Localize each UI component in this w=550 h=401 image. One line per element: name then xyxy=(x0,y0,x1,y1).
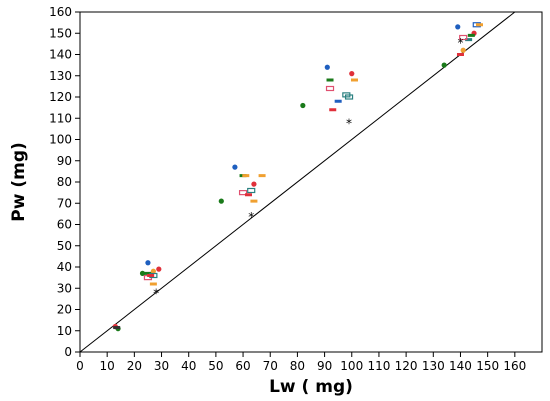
y-tick-label: 80 xyxy=(57,175,72,189)
data-point-star: * xyxy=(346,117,352,131)
data-point xyxy=(459,34,468,41)
y-tick-label: 110 xyxy=(49,111,72,125)
x-tick-label: 100 xyxy=(340,359,363,373)
data-point xyxy=(300,102,306,109)
data-point-star: * xyxy=(457,36,463,50)
x-tick-label: 160 xyxy=(503,359,526,373)
data-point xyxy=(460,47,466,53)
data-point xyxy=(149,282,157,286)
data-point xyxy=(113,326,121,330)
data-point xyxy=(325,85,335,92)
data-point xyxy=(344,94,354,100)
data-point xyxy=(349,71,355,77)
x-axis-ticks: 0 10 20 30 40 50 60 70 80 90 100 110 120 130 140 150 160 xyxy=(76,352,526,373)
y-tick-label: 150 xyxy=(49,26,72,40)
data-point xyxy=(258,174,266,178)
data-points: * * * * xyxy=(112,22,483,332)
y-tick-label: 70 xyxy=(57,196,72,210)
y-tick-label: 50 xyxy=(57,239,72,253)
data-point xyxy=(324,64,330,70)
data-point xyxy=(329,108,337,112)
data-point xyxy=(244,193,252,197)
y-tick-label: 100 xyxy=(49,133,72,147)
x-tick-label: 110 xyxy=(367,359,390,373)
data-point xyxy=(455,24,461,30)
data-point xyxy=(456,53,464,56)
x-tick-label: 90 xyxy=(317,359,332,373)
x-tick-label: 80 xyxy=(290,359,305,373)
plot-frame xyxy=(79,11,543,353)
data-point-star: * xyxy=(153,287,159,301)
data-point xyxy=(247,187,256,194)
data-point xyxy=(147,274,155,277)
x-tick-label: 50 xyxy=(208,359,223,373)
y-tick-label: 30 xyxy=(57,281,72,295)
reference-line-group xyxy=(79,11,516,353)
y-tick-label: 140 xyxy=(49,48,72,62)
data-point xyxy=(465,38,473,42)
x-tick-label: 70 xyxy=(263,359,278,373)
data-point xyxy=(441,62,447,68)
data-point xyxy=(139,270,146,276)
data-point xyxy=(251,181,257,187)
data-point xyxy=(238,190,248,196)
x-tick-label: 130 xyxy=(422,359,445,373)
data-point xyxy=(242,174,250,178)
x-tick-label: 30 xyxy=(154,359,169,373)
y-tick-label: 160 xyxy=(49,5,72,19)
data-point xyxy=(156,266,162,272)
data-point xyxy=(144,271,152,275)
y-tick-label: 0 xyxy=(64,345,72,359)
x-tick-label: 140 xyxy=(449,359,472,373)
x-tick-label: 40 xyxy=(181,359,196,373)
data-point xyxy=(334,99,342,103)
y-tick-label: 20 xyxy=(57,303,72,317)
data-point xyxy=(326,78,334,82)
y-axis-ticks: 0 10 20 30 40 50 60 70 80 90 100 110 120 130 140 150 160 xyxy=(49,5,80,359)
y-tick-label: 130 xyxy=(49,69,72,83)
reference-line xyxy=(79,11,516,353)
data-point xyxy=(250,199,258,203)
y-tick-label: 90 xyxy=(57,154,72,168)
x-axis-title: Lw ( mg) xyxy=(269,377,353,397)
x-tick-label: 150 xyxy=(476,359,499,373)
y-tick-label: 120 xyxy=(49,90,72,104)
data-point xyxy=(475,23,483,27)
y-axis-title: Pw (mg) xyxy=(9,142,29,222)
x-tick-label: 10 xyxy=(100,359,115,373)
data-point xyxy=(467,33,475,37)
data-point xyxy=(232,164,238,170)
data-point xyxy=(218,198,224,204)
x-tick-label: 0 xyxy=(76,359,84,373)
x-tick-label: 20 xyxy=(127,359,142,373)
y-tick-label: 60 xyxy=(57,218,72,232)
data-point xyxy=(145,260,151,266)
data-point xyxy=(150,268,156,274)
x-tick-label: 120 xyxy=(395,359,418,373)
data-point xyxy=(350,78,358,82)
y-tick-label: 10 xyxy=(57,324,72,338)
data-point-star: * xyxy=(248,210,254,224)
x-tick-label: 60 xyxy=(235,359,250,373)
y-tick-label: 40 xyxy=(57,260,72,274)
